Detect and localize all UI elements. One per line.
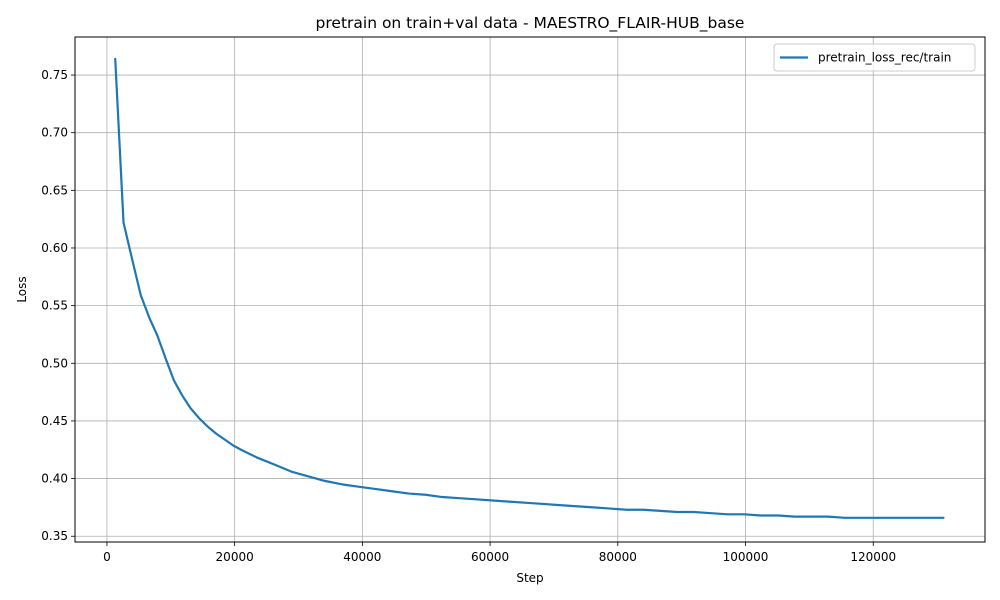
x-tick-label: 60000: [471, 550, 509, 564]
y-tick-label: 0.50: [41, 356, 68, 370]
y-tick-label: 0.65: [41, 183, 68, 197]
x-tick-label: 40000: [343, 550, 381, 564]
y-tick-label: 0.75: [41, 68, 68, 82]
legend-label: pretrain_loss_rec/train: [818, 51, 951, 65]
x-tick-label: 0: [103, 550, 111, 564]
x-tick-label: 100000: [723, 550, 769, 564]
series-line-0: [114, 57, 945, 519]
series-layer: [114, 57, 945, 519]
chart-title: pretrain on train+val data - MAESTRO_FLA…: [316, 14, 745, 33]
legend: pretrain_loss_rec/train: [773, 43, 976, 72]
y-axis-ticks: 0.35 0.40 0.45 0.50 0.55 0.60 0.65 0.70 0.75: [41, 68, 75, 543]
x-tick-label: 80000: [599, 550, 637, 564]
y-tick-label: 0.55: [41, 299, 68, 313]
y-tick-label: 0.70: [41, 126, 68, 140]
x-axis-label: Step: [516, 571, 543, 585]
y-tick-label: 0.45: [41, 414, 68, 428]
y-tick-label: 0.40: [41, 472, 68, 486]
x-tick-label: 20000: [216, 550, 254, 564]
y-tick-label: 0.35: [41, 529, 68, 543]
x-axis-ticks: 0 20000 40000 60000 80000 100000 120000: [103, 542, 896, 564]
legend-box: [773, 43, 976, 72]
y-axis-label: Loss: [15, 276, 29, 302]
y-tick-label: 0.60: [41, 241, 68, 255]
x-tick-label: 120000: [850, 550, 896, 564]
plot-frame: [74, 36, 986, 543]
grid-lines: [75, 37, 985, 542]
